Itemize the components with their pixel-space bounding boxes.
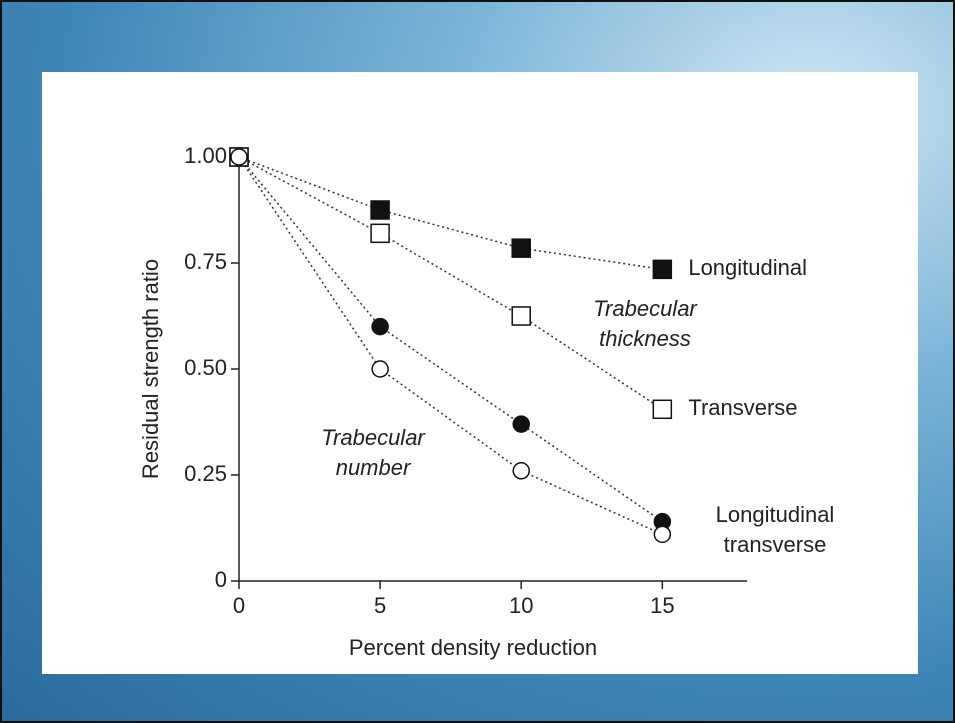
y-axis-title: Residual strength ratio	[138, 259, 163, 479]
y-tick-label: 0.25	[184, 461, 227, 486]
square-marker	[652, 259, 673, 280]
annotation: Trabecular	[593, 296, 698, 321]
x-tick-label: 10	[509, 593, 533, 618]
circle-marker	[371, 317, 389, 336]
square-marker	[370, 200, 390, 220]
x-tick-label: 5	[374, 593, 386, 618]
series-label: Longitudinal	[688, 255, 807, 280]
chart: 0 0.25 0.50 0.75 1.00 0 5 10 15 Percent density r…	[138, 143, 835, 660]
annotation: number	[336, 455, 412, 480]
y-tick-label: 1.00	[184, 143, 227, 168]
series-line	[238, 156, 663, 523]
series-line	[238, 156, 663, 536]
annotation: Longitudinal	[716, 502, 835, 527]
series-line	[238, 156, 663, 410]
square-marker	[511, 306, 531, 326]
circle-marker	[512, 462, 530, 480]
x-tick-label: 15	[650, 593, 674, 618]
annotation: Trabecular	[321, 425, 426, 450]
y-tick-label: 0.75	[184, 249, 227, 274]
y-tick-label: 0	[215, 567, 227, 592]
circle-marker	[371, 360, 389, 378]
x-tick-label: 0	[233, 593, 245, 618]
chart-panel: 0 0.25 0.50 0.75 1.00 0 5 10 15 Percent density r…	[42, 72, 918, 674]
circle-marker	[512, 415, 530, 433]
square-marker	[652, 399, 673, 420]
circle-marker	[653, 525, 672, 544]
annotation: transverse	[724, 532, 827, 557]
x-axis-title: Percent density reduction	[349, 635, 597, 660]
square-marker	[370, 223, 390, 244]
annotation: thickness	[599, 326, 691, 351]
circle-marker	[230, 148, 248, 166]
square-marker	[511, 238, 531, 258]
series-line	[238, 156, 663, 271]
y-tick-label: 0.50	[184, 355, 227, 380]
series-label: Transverse	[688, 395, 797, 420]
